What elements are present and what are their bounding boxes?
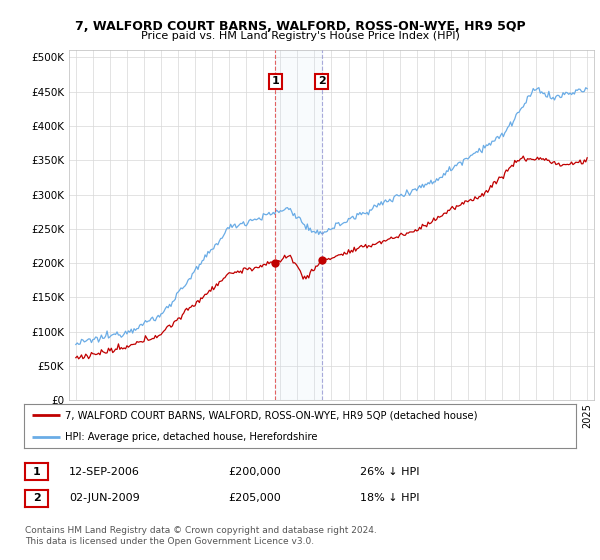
Text: 18% ↓ HPI: 18% ↓ HPI xyxy=(360,493,419,503)
Text: 2: 2 xyxy=(318,76,325,86)
Text: 12-SEP-2006: 12-SEP-2006 xyxy=(69,466,140,477)
Text: 2: 2 xyxy=(33,493,40,503)
Text: 26% ↓ HPI: 26% ↓ HPI xyxy=(360,466,419,477)
Text: 7, WALFORD COURT BARNS, WALFORD, ROSS-ON-WYE, HR9 5QP: 7, WALFORD COURT BARNS, WALFORD, ROSS-ON… xyxy=(74,20,526,33)
Text: 02-JUN-2009: 02-JUN-2009 xyxy=(69,493,140,503)
Text: Price paid vs. HM Land Registry's House Price Index (HPI): Price paid vs. HM Land Registry's House … xyxy=(140,31,460,41)
Text: 1: 1 xyxy=(272,76,279,86)
Text: HPI: Average price, detached house, Herefordshire: HPI: Average price, detached house, Here… xyxy=(65,432,318,442)
Text: £205,000: £205,000 xyxy=(228,493,281,503)
Text: 1: 1 xyxy=(33,466,40,477)
Bar xyxy=(275,50,322,400)
Text: £200,000: £200,000 xyxy=(228,466,281,477)
Text: Contains HM Land Registry data © Crown copyright and database right 2024.
This d: Contains HM Land Registry data © Crown c… xyxy=(25,526,377,546)
Text: 7, WALFORD COURT BARNS, WALFORD, ROSS-ON-WYE, HR9 5QP (detached house): 7, WALFORD COURT BARNS, WALFORD, ROSS-ON… xyxy=(65,410,478,420)
